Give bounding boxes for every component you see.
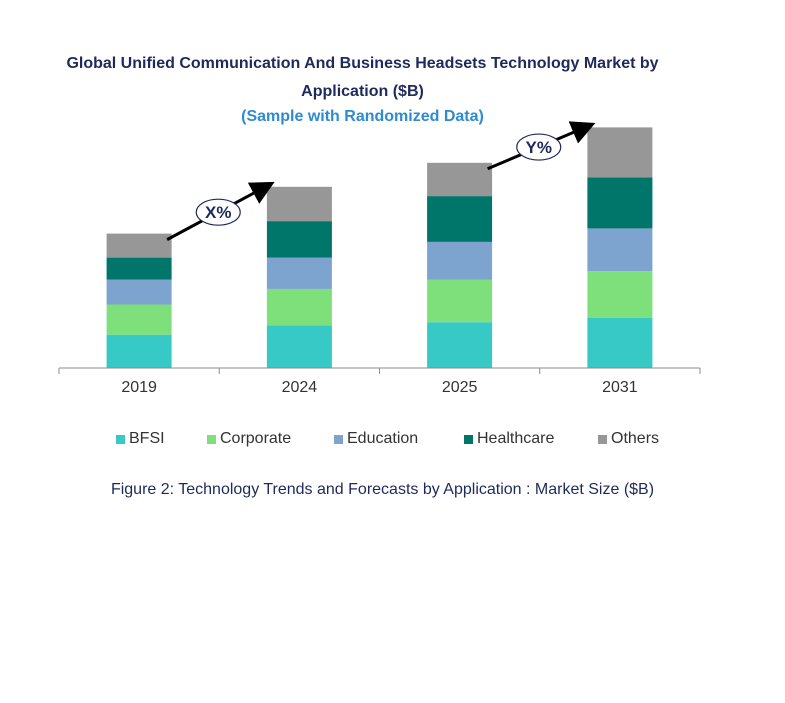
chart-title-line2: Application ($B) (301, 83, 424, 100)
x-tick-label-2031: 2031 (602, 379, 638, 396)
bar-segment-others-2025 (427, 162, 493, 197)
legend-item-bfsi: BFSI (116, 430, 165, 448)
bar-segment-corporate-2019 (106, 304, 172, 335)
bar-segment-education-2019 (106, 279, 172, 305)
legend-swatch-others (598, 434, 607, 444)
legend-label-corporate: Corporate (220, 430, 292, 447)
figure-caption: Figure 2: Technology Trends and Forecast… (110, 481, 655, 498)
bar-segment-bfsi-2025 (427, 322, 493, 368)
chart-title-line1: Global Unified Communication And Busines… (66, 55, 659, 72)
growth-label-Y: Y% (526, 138, 552, 157)
bar-segment-education-2024 (266, 257, 332, 289)
legend-swatch-bfsi (116, 434, 125, 444)
bar-segment-healthcare-2019 (106, 257, 172, 280)
legend-swatch-corporate (207, 434, 216, 444)
bar-segment-education-2031 (587, 228, 653, 272)
bar-segment-corporate-2024 (266, 288, 332, 326)
bar-segment-healthcare-2031 (587, 177, 653, 229)
bar-segment-corporate-2031 (587, 271, 653, 318)
bar-segment-bfsi-2031 (587, 318, 653, 368)
legend-swatch-education (334, 434, 343, 444)
growth-badge-Y (516, 133, 562, 161)
chart-title: Global Unified Communication And Busines… (0, 50, 725, 106)
legend-label-healthcare: Healthcare (477, 430, 555, 447)
x-tick-label-2024: 2024 (282, 379, 318, 396)
stacked-bar-chart: 2019 2024 2025 2031 X% Y% (58, 121, 701, 396)
growth-label-X: X% (205, 203, 231, 222)
legend-label-others: Others (611, 430, 660, 447)
bar-segment-others-2031 (587, 127, 653, 178)
x-tick-label-2019: 2019 (121, 379, 157, 396)
legend-item-education: Education (334, 430, 418, 448)
bar-segment-others-2024 (266, 186, 332, 222)
legend-swatch-healthcare (464, 434, 473, 444)
bar-segment-healthcare-2025 (427, 196, 493, 242)
x-tick-label-2025: 2025 (442, 379, 478, 396)
legend-label-bfsi: BFSI (129, 430, 165, 447)
bar-segment-education-2025 (427, 242, 493, 280)
chart-legend: BFSI Corporate Education Healthcare Others (0, 430, 785, 450)
growth-badge-X (195, 198, 241, 226)
bar-segment-bfsi-2024 (266, 325, 332, 368)
legend-item-corporate: Corporate (207, 430, 291, 448)
bar-segment-bfsi-2019 (106, 334, 172, 368)
bar-segment-healthcare-2024 (266, 221, 332, 258)
bar-segment-others-2019 (106, 233, 172, 258)
legend-item-healthcare: Healthcare (464, 430, 554, 448)
legend-item-others: Others (598, 430, 659, 448)
chart-subtitle: (Sample with Randomized Data) (241, 108, 484, 125)
bar-segment-corporate-2025 (427, 279, 493, 323)
legend-label-education: Education (347, 430, 419, 447)
